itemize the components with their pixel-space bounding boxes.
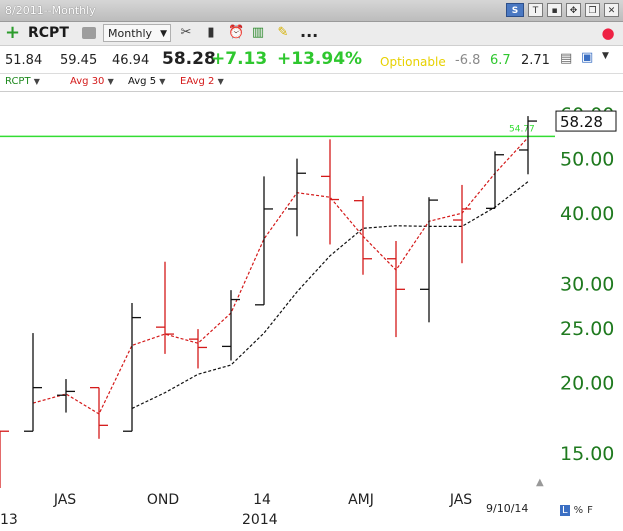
scale-f-toggle[interactable]: F: [587, 505, 593, 516]
quote-value-2: 6.7: [490, 53, 511, 68]
quote-value-3: 2.71: [521, 53, 550, 68]
chart-toolbar: + RCPT Monthly ▼ ✂ ▮ ⏰ ▥ ✎ ... ●: [0, 22, 623, 46]
scale-l-toggle[interactable]: L: [560, 505, 570, 516]
alarm-clock-icon[interactable]: ⏰: [228, 25, 245, 40]
more-options[interactable]: ...: [300, 22, 319, 41]
chevron-down-icon: ▼: [160, 29, 167, 39]
legend-eavg2-label: EAvg 2: [180, 76, 215, 87]
ohlc-bar-2014-01: [222, 290, 240, 361]
legend-avg30[interactable]: Avg 30 ▼: [70, 76, 114, 87]
legend-rcpt[interactable]: RCPT ▼: [5, 76, 40, 87]
scale-toggles: L% F: [560, 505, 597, 516]
legend-avg30-label: Avg 30: [70, 76, 105, 87]
s-plus-icon[interactable]: S: [506, 3, 524, 17]
scale-pct-toggle[interactable]: %: [573, 505, 584, 516]
x-year-label: 2014: [242, 512, 278, 528]
x-year-label: 13: [0, 512, 18, 528]
y-tick-label: 25.00: [560, 318, 614, 340]
legend-avg5[interactable]: Avg 5 ▼: [128, 76, 166, 87]
legend-avg5-label: Avg 5: [128, 76, 157, 87]
quote-last: 58.28: [162, 49, 216, 69]
date-label: 9/10/14: [486, 502, 528, 515]
move-icon[interactable]: ✥: [566, 3, 581, 17]
candlestick-icon[interactable]: ▥: [251, 25, 265, 40]
ohlc-bar-2013-08: [57, 379, 75, 413]
window-titlebar: 8/2011--Monthly S T ▪ ✥ ❐ ✕: [0, 0, 623, 22]
ohlc-bar-2014-06: [387, 241, 405, 338]
resistance-label: 54.77: [509, 124, 535, 134]
avg5-line: [131, 181, 529, 409]
x-tick-label: OND: [147, 492, 179, 508]
ohlc-bar-2013-11: [156, 261, 174, 354]
quote-low: 46.94: [112, 53, 150, 68]
ohlc-bar-2014-05: [354, 196, 372, 275]
price-chart[interactable]: 54.77 15.0020.0025.0030.0040.0050.0060.0…: [0, 92, 623, 531]
last-price-box: 58.28: [555, 110, 617, 132]
ohlc-bar-2013-10: [123, 303, 141, 432]
period-select[interactable]: Monthly ▼: [103, 24, 171, 42]
svg-text:▲: ▲: [536, 477, 544, 488]
x-axis: JAS OND 14 AMJ JAS 13 2014: [0, 492, 472, 528]
optionable-label: Optionable: [380, 55, 446, 69]
eavg2-line: [32, 137, 529, 415]
ma-line-avg-5: [131, 181, 529, 409]
x-tick-label: JAS: [53, 492, 76, 508]
ohlc-bar-2013-12: [189, 329, 207, 369]
window-controls: S T ▪ ✥ ❐ ✕: [506, 3, 619, 17]
ma-line-eavg-2: [32, 137, 529, 415]
bar-style-icon[interactable]: ▮: [207, 25, 215, 40]
period-value: Monthly: [108, 27, 153, 40]
ohlc-bar-2014-09: [486, 151, 504, 210]
ohlc-bar-2014-03: [288, 158, 306, 237]
ohlc-bar-2014-08: [453, 184, 471, 264]
quote-change-pct: +13.94%: [277, 49, 363, 69]
y-tick-label: 15.00: [560, 443, 614, 465]
y-tick-label: 30.00: [560, 274, 614, 296]
ohlc-bar-2014-10: [519, 116, 537, 175]
y-tick-label: 50.00: [560, 149, 614, 171]
ohlc-bars: [0, 116, 537, 489]
window-title[interactable]: 8/2011--Monthly: [5, 4, 96, 17]
disk-icon[interactable]: ▣: [581, 50, 594, 65]
legend-rcpt-label: RCPT: [5, 76, 31, 87]
ohlc-bar-2013-07: [24, 333, 42, 432]
quote-value-1: -6.8: [455, 53, 481, 68]
t-dropdown-icon[interactable]: T: [528, 3, 543, 17]
ohlc-bar-2014-07: [420, 197, 438, 323]
quote-change: +7.13: [211, 49, 268, 69]
menu-chevron-icon[interactable]: ▼: [602, 51, 609, 61]
symbol-label[interactable]: RCPT: [28, 25, 69, 41]
indicator-legend: RCPT ▼ Avg 30 ▼ Avg 5 ▼ EAvg 2 ▼: [0, 74, 623, 92]
y-tick-label: 20.00: [560, 373, 614, 395]
add-symbol-icon[interactable]: +: [5, 22, 21, 43]
note-icon[interactable]: ✎: [277, 25, 289, 40]
quote-open: 51.84: [5, 53, 43, 68]
color-palette-icon[interactable]: ●: [601, 24, 615, 42]
close-icon[interactable]: ✕: [604, 3, 619, 17]
save-icon[interactable]: ▪: [547, 3, 562, 17]
x-tick-label: JAS: [449, 492, 472, 508]
quote-bar: 51.84 59.45 46.94 58.28 +7.13 +13.94% Op…: [0, 46, 623, 74]
ohlc-bar-2014-02: [255, 176, 273, 306]
scroll-up-icon[interactable]: ▲: [536, 477, 544, 488]
ohlc-bar-2013-06: [0, 430, 9, 489]
last-price-label: 58.28: [560, 113, 603, 131]
x-tick-label: AMJ: [348, 492, 374, 508]
print-icon[interactable]: [82, 27, 96, 39]
y-tick-label: 40.00: [560, 203, 614, 225]
legend-eavg2[interactable]: EAvg 2 ▼: [180, 76, 224, 87]
ohlc-bar-2013-09: [90, 386, 108, 439]
ohlc-bar-2014-04: [321, 139, 339, 245]
database-icon[interactable]: ▤: [560, 51, 573, 66]
x-tick-label: 14: [253, 492, 271, 508]
restore-icon[interactable]: ❐: [585, 3, 600, 17]
tools-icon[interactable]: ✂: [180, 25, 192, 40]
quote-high: 59.45: [60, 53, 98, 68]
